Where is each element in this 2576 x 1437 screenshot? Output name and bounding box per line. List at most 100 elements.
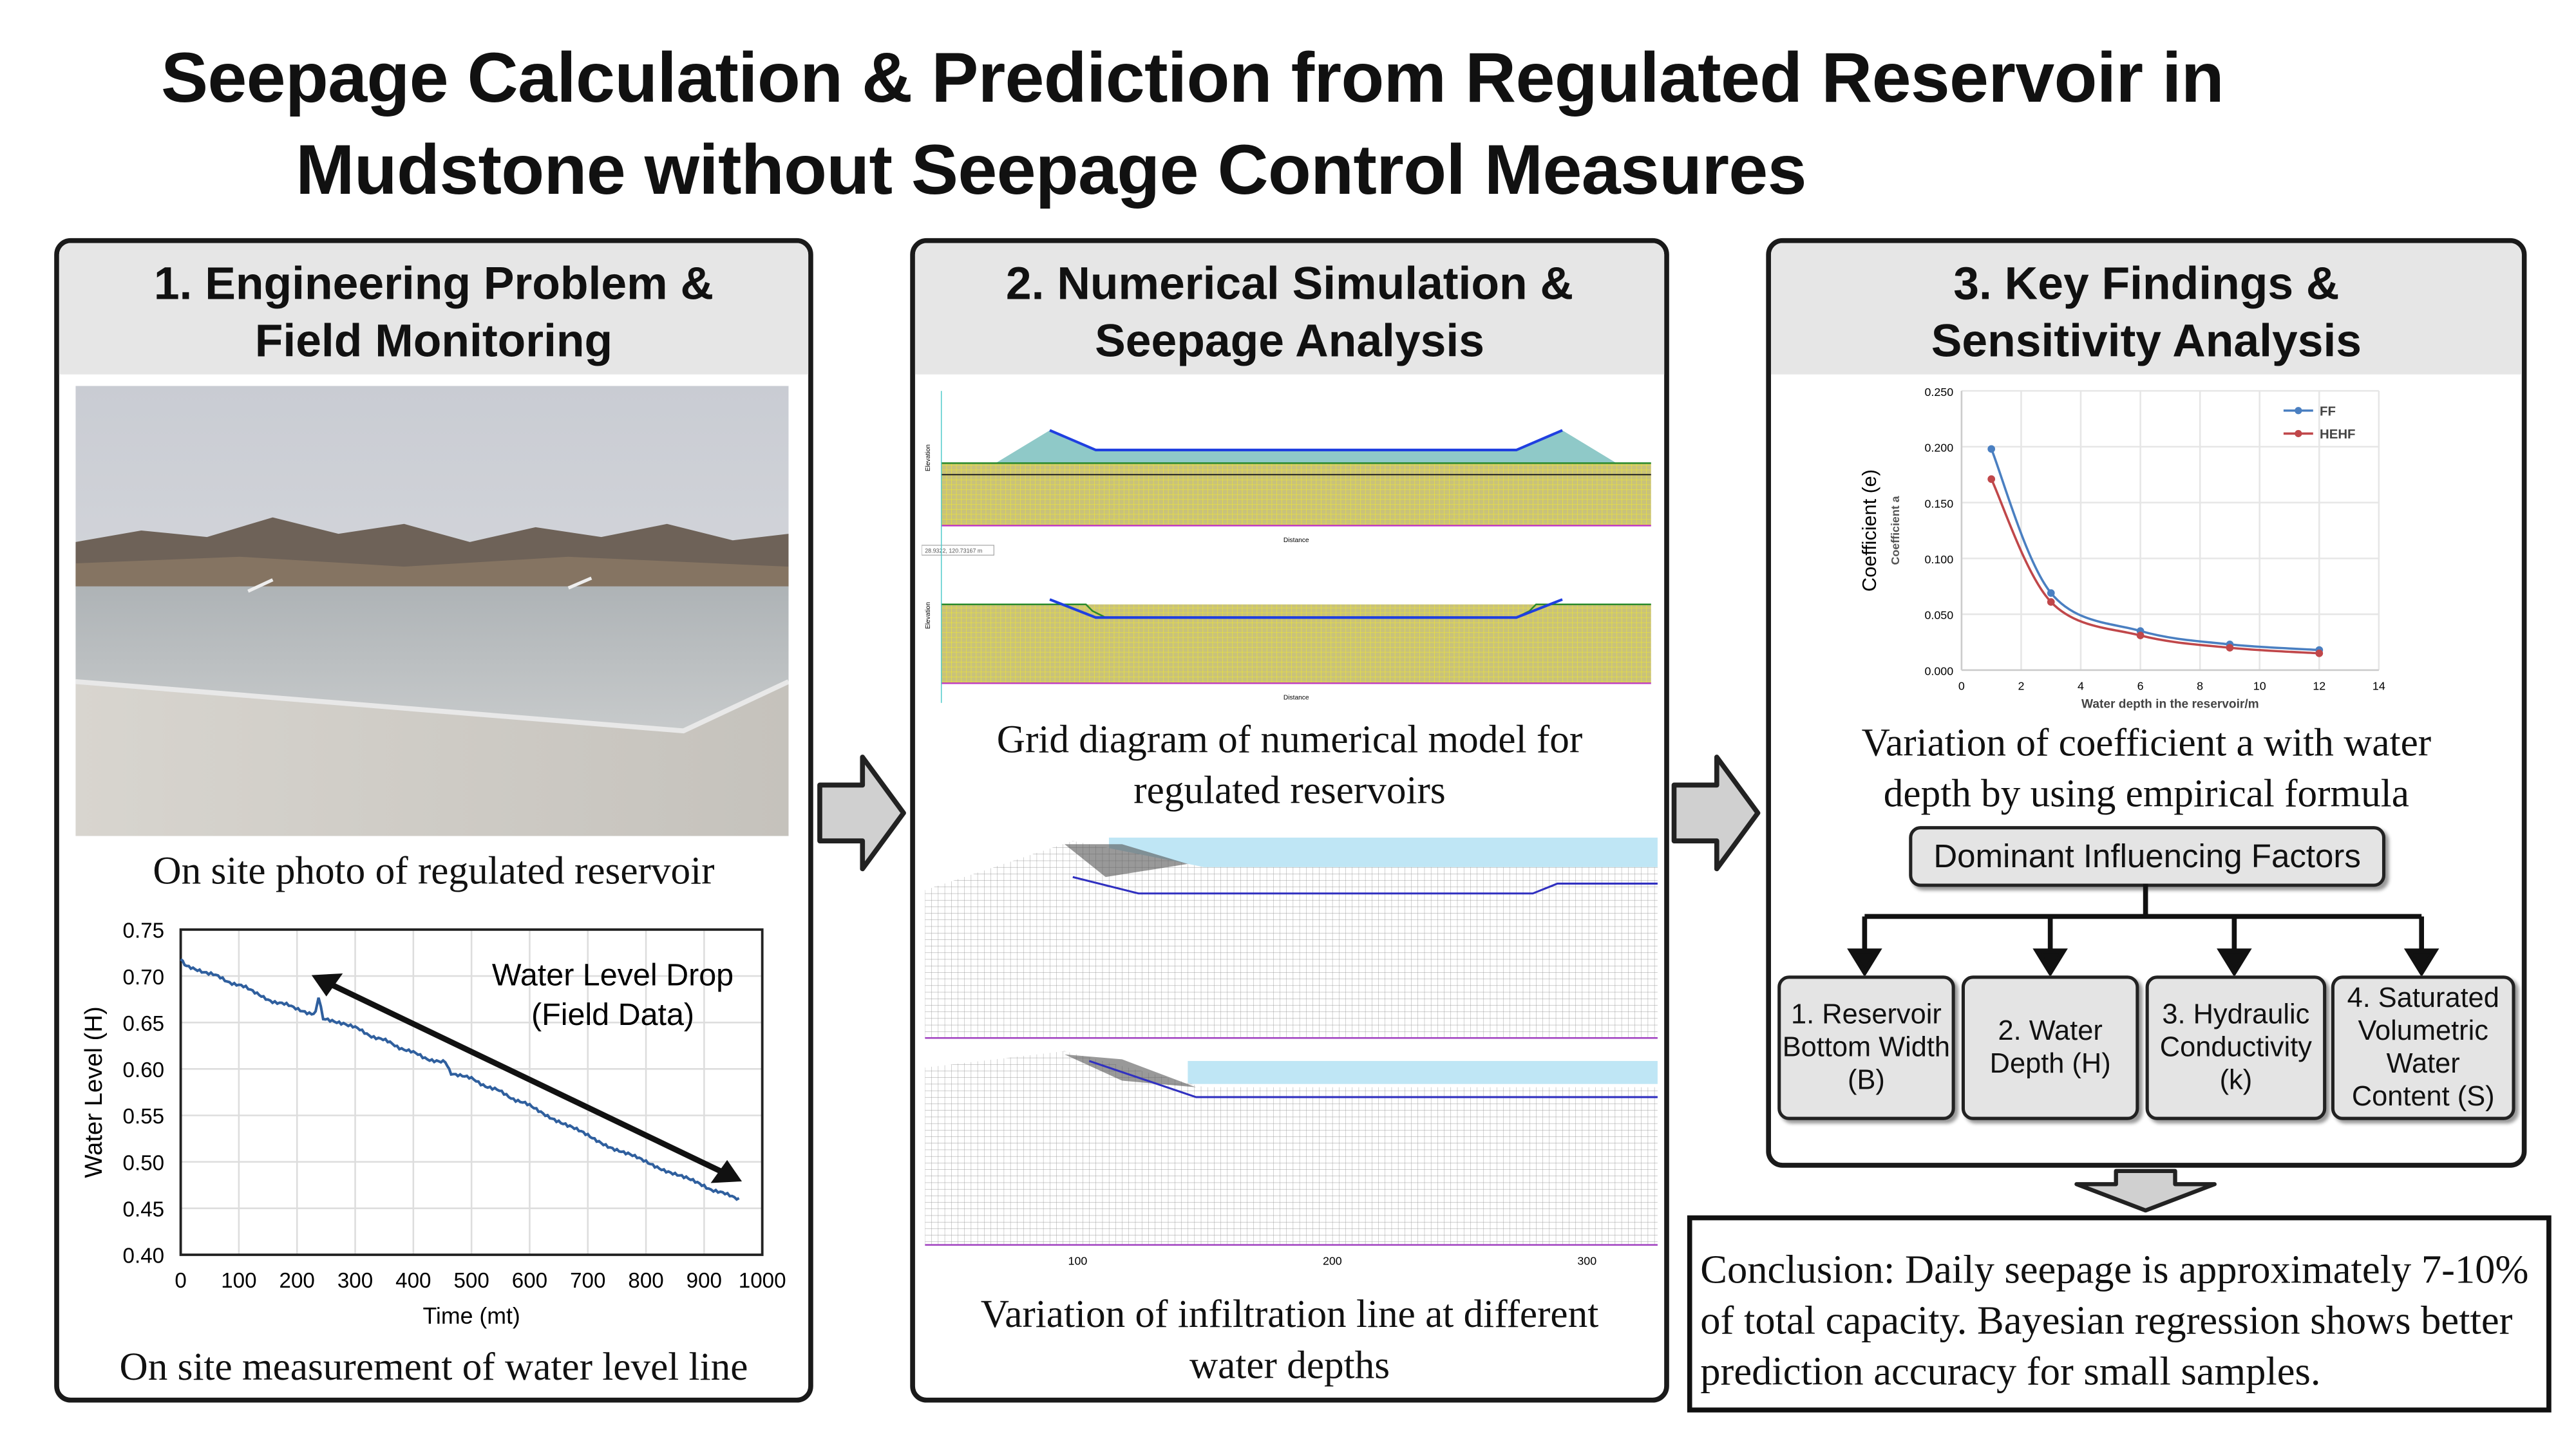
- caption-line: water depths: [1189, 1345, 1390, 1388]
- right-arrow-icon: [1671, 755, 1761, 872]
- factor-box-hydraulic-conductivity: 3. Hydraulic Conductivity (k): [2145, 975, 2327, 1120]
- y-tick-label: 0.70: [123, 966, 165, 990]
- distance-label: Distance: [1283, 537, 1309, 544]
- coefficient-chart: 0 2 4 6 8 10 12 14 0.000 0.050 0.100 0.150 0.200 0.25…: [1859, 386, 2385, 711]
- y-axis-label-secondary: Coefficient a: [1889, 495, 1902, 565]
- factor-box-water-content: 4. Saturated Volumetric Water Content (S…: [2331, 975, 2515, 1120]
- legend-marker: [2295, 407, 2302, 415]
- water-surface: [1049, 598, 1563, 619]
- caption-line: regulated reservoirs: [1133, 770, 1446, 813]
- elevation-label: Elevation: [925, 602, 932, 629]
- dam-body: [995, 430, 1617, 464]
- x-tick-label: 10: [2253, 679, 2266, 692]
- panel2-heading: 2. Numerical Simulation & Seepage Analys…: [914, 243, 1665, 375]
- data-point: [1987, 445, 1996, 453]
- phreatic-line: [1088, 1060, 1658, 1098]
- x-tick-label: 2: [2018, 679, 2024, 692]
- data-point: [2136, 632, 2145, 639]
- x-tick-label: 400: [395, 1269, 431, 1293]
- legend-label: HEHF: [2320, 427, 2356, 442]
- y-tick-label: 0.250: [1924, 386, 1953, 399]
- data-point: [1987, 475, 1996, 484]
- coord-readout-box: [922, 545, 994, 556]
- x-axis-label: Time (mt): [422, 1303, 520, 1329]
- x-tick-label: 600: [512, 1269, 547, 1293]
- distance-label: Distance: [1283, 695, 1309, 702]
- x-tick-label: 1000: [739, 1269, 786, 1293]
- infiltration-caption: Variation of infiltration line at differ…: [898, 1291, 1680, 1393]
- water-level-chart: 0 100 200 300 400 500 600 700 800 900 1000 0.40 0.45…: [80, 919, 786, 1329]
- reservoir-photo: [75, 386, 789, 836]
- mesh-region: [925, 1051, 1658, 1245]
- legend-label: FF: [2320, 404, 2336, 418]
- mesh-region: [925, 841, 1658, 1038]
- heading-line: Field Monitoring: [254, 315, 613, 366]
- caption-line: Variation of coefficient a with water: [1861, 722, 2432, 765]
- x-tick-label: 300: [337, 1269, 373, 1293]
- factor-box-bottom-width: 1. Reservoir Bottom Width (B): [1777, 975, 1955, 1120]
- heading-line: Sensitivity Analysis: [1931, 315, 2362, 366]
- panel3-heading: 3. Key Findings & Sensitivity Analysis: [1770, 243, 2522, 375]
- y-tick-label: 0.050: [1924, 609, 1953, 622]
- x-tick-label: 4: [2078, 679, 2084, 692]
- x-tick-label: 6: [2137, 679, 2144, 692]
- heading-line: Seepage Analysis: [1095, 315, 1484, 366]
- caption-line: Variation of infiltration line at differ…: [980, 1294, 1599, 1337]
- y-axis-label: Water Level (H): [80, 1006, 108, 1178]
- water-region: [1188, 1060, 1658, 1084]
- mesh-area: [941, 463, 1651, 526]
- x-tick-label: 700: [570, 1269, 605, 1293]
- numerical-model-grid: Elevation Distance Elevation Distance 28.932…: [922, 391, 1651, 703]
- elevation-label: Elevation: [925, 444, 932, 471]
- data-point: [2047, 589, 2055, 597]
- y-tick-label: 0.200: [1924, 442, 1953, 455]
- data-point: [2226, 644, 2234, 652]
- plot-frame: [179, 928, 764, 1256]
- title-line-2: Mudstone without Seepage Control Measure…: [296, 131, 1806, 211]
- series-line-hehf: [1990, 478, 2320, 655]
- y-tick-label: 0.60: [123, 1058, 165, 1082]
- phreatic-line: [1072, 876, 1658, 895]
- x-tick-label: 800: [628, 1269, 663, 1293]
- y-tick-label: 0.65: [123, 1012, 165, 1036]
- x-axis-label: Water depth in the reservoir/m: [2081, 697, 2259, 711]
- dense-mesh: [1065, 1054, 1197, 1087]
- x-tick-label: 900: [687, 1269, 722, 1293]
- grid-caption: Grid diagram of numerical model for regu…: [915, 716, 1664, 818]
- caption-line: depth by using empirical formula: [1883, 773, 2409, 816]
- dominant-factors-box: Dominant Influencing Factors: [1909, 826, 2386, 887]
- y-tick-label: 0.55: [123, 1105, 165, 1129]
- y-tick-label: 0.45: [123, 1198, 165, 1222]
- panel-numerical-simulation: 2. Numerical Simulation & Seepage Analys…: [910, 238, 1669, 1403]
- y-tick-label: 0.40: [123, 1244, 165, 1268]
- water-surface: [1049, 429, 1563, 452]
- heading-line: 1. Engineering Problem &: [153, 258, 714, 309]
- factor-tree-connectors: [1847, 883, 2439, 976]
- x-tick-label: 100: [221, 1269, 256, 1293]
- panel-field-monitoring: 1. Engineering Problem & Field Monitorin…: [54, 238, 813, 1403]
- conclusion-box: Conclusion: Daily seepage is approximate…: [1687, 1215, 2552, 1413]
- x-tick-label: 12: [2313, 679, 2325, 692]
- arrow-head-icon: [311, 973, 343, 997]
- factor-box-water-depth: 2. Water Depth (H): [1961, 975, 2139, 1120]
- mesh-tick-label: 200: [1323, 1254, 1342, 1267]
- x-tick-label: 14: [2372, 679, 2385, 692]
- x-tick-label: 500: [453, 1269, 489, 1293]
- x-tick-label: 0: [175, 1269, 186, 1293]
- mesh-tick-label: 100: [1068, 1254, 1088, 1267]
- drop-arrow-line: [321, 978, 732, 1179]
- legend-marker: [2295, 429, 2302, 438]
- arrow-head-icon: [710, 1160, 743, 1183]
- caption-line: Grid diagram of numerical model for: [996, 719, 1583, 762]
- dense-mesh: [1065, 844, 1188, 878]
- x-tick-label: 8: [2197, 679, 2203, 692]
- x-tick-label: 0: [1958, 679, 1965, 692]
- heading-line: 3. Key Findings &: [1953, 258, 2340, 309]
- right-arrow-icon: [817, 755, 906, 872]
- coefficient-caption: Variation of coefficient a with water de…: [1771, 719, 2522, 821]
- water-level-series: [180, 958, 740, 1201]
- annotation-line-1: Water Level Drop: [492, 958, 734, 993]
- data-point: [2315, 649, 2324, 657]
- data-point: [2047, 598, 2055, 606]
